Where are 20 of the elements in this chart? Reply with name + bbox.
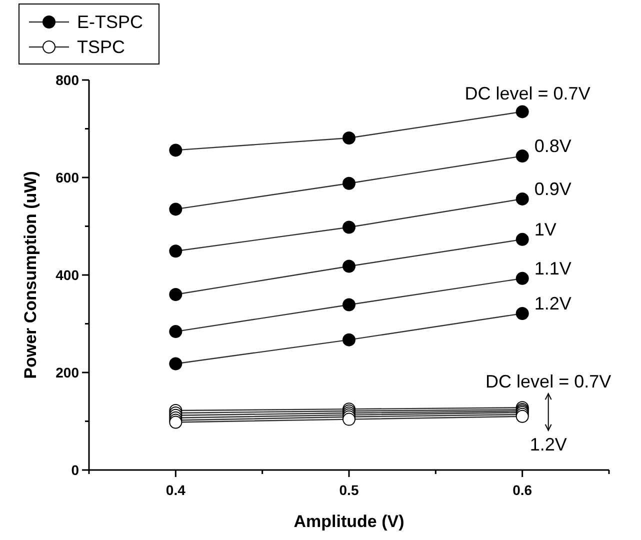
y-tick-label: 200	[56, 364, 80, 380]
x-axis-title: Amplitude (V)	[294, 512, 404, 531]
annotation: 1.1V	[534, 258, 572, 278]
legend-label: TSPC	[77, 37, 126, 57]
y-tick-label: 800	[56, 72, 80, 88]
annotation: DC level = 0.7V	[486, 372, 612, 392]
annotation: 0.9V	[534, 178, 572, 199]
x-tick-label: 0.4	[166, 482, 186, 498]
annotation: DC level = 0.7V	[464, 84, 590, 104]
y-tick-label: 0	[71, 462, 80, 478]
y-tick-label: 400	[56, 267, 80, 283]
annotation: 0.8V	[534, 136, 572, 156]
annotation: 1V	[534, 219, 556, 240]
annotation: 1.2V	[534, 294, 572, 314]
x-tick-label: 0.6	[512, 482, 532, 498]
annotation: 1.2V	[530, 434, 567, 454]
y-axis-title: Power Consumption (uW)	[21, 171, 40, 379]
y-tick-label: 600	[56, 170, 80, 186]
legend-label: E-TSPC	[77, 12, 144, 32]
x-tick-label: 0.5	[339, 482, 359, 498]
